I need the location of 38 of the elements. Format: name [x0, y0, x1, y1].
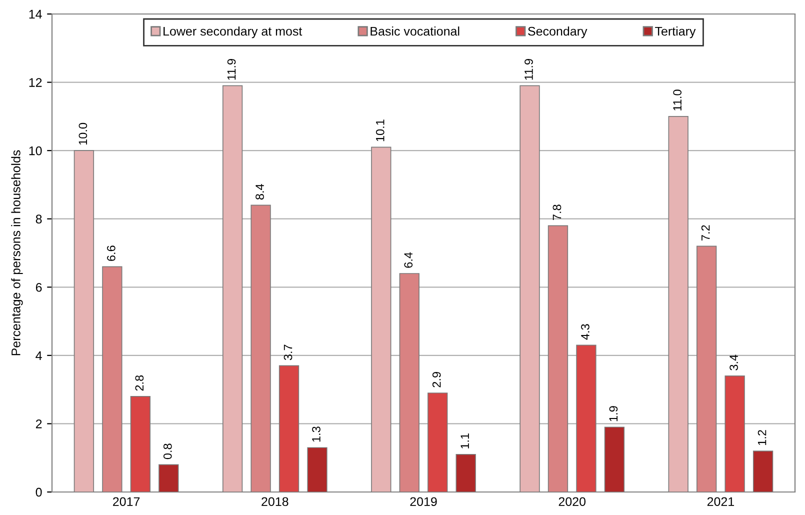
data-label: 3.7	[284, 344, 292, 360]
legend-label: Lower secondary at most	[164, 26, 302, 38]
data-label: 2.8	[135, 375, 144, 391]
y-tick-label: 4	[36, 351, 42, 360]
data-label: 7.2	[701, 225, 710, 240]
data-label: 11.0	[673, 90, 682, 110]
y-tick-label: 14	[29, 10, 42, 19]
data-label: 3.4	[730, 354, 738, 370]
data-label: 1.2	[758, 430, 766, 446]
data-label: 6.4	[404, 252, 413, 268]
y-tick-label: 8	[36, 214, 42, 224]
data-label: 8.4	[256, 184, 264, 200]
data-label: 1.1	[460, 433, 469, 448]
legend-label: Basic vocational	[370, 26, 460, 36]
legend-label: Tertiary	[655, 26, 696, 38]
data-label: 0.8	[163, 444, 172, 460]
x-tick-label: 2019	[410, 497, 437, 506]
y-tick-label: 10	[29, 146, 42, 156]
x-tick-label: 2021	[707, 497, 734, 506]
y-tick-label: 6	[36, 282, 42, 292]
data-label: 4.3	[581, 324, 590, 340]
data-label: 1.9	[609, 406, 618, 422]
data-label: 10.1	[376, 120, 384, 142]
y-axis-title: Percentage of persons in households	[11, 150, 23, 356]
y-tick-label: 2	[36, 420, 42, 428]
x-tick-label: 2018	[262, 497, 288, 506]
data-label: 10.0	[78, 122, 88, 145]
data-label: 11.9	[524, 59, 533, 80]
data-label: 1.3	[312, 426, 320, 442]
data-label: 6.6	[106, 246, 116, 261]
data-label: 7.8	[552, 204, 562, 220]
x-tick-label: 2020	[558, 497, 586, 506]
data-label: 2.9	[432, 372, 441, 388]
y-tick-label: 0	[36, 488, 42, 497]
y-tick-label: 12	[29, 78, 42, 87]
legend-label: Secondary	[528, 26, 588, 38]
data-label: 11.9	[227, 59, 236, 80]
x-tick-label: 2017	[113, 497, 140, 506]
